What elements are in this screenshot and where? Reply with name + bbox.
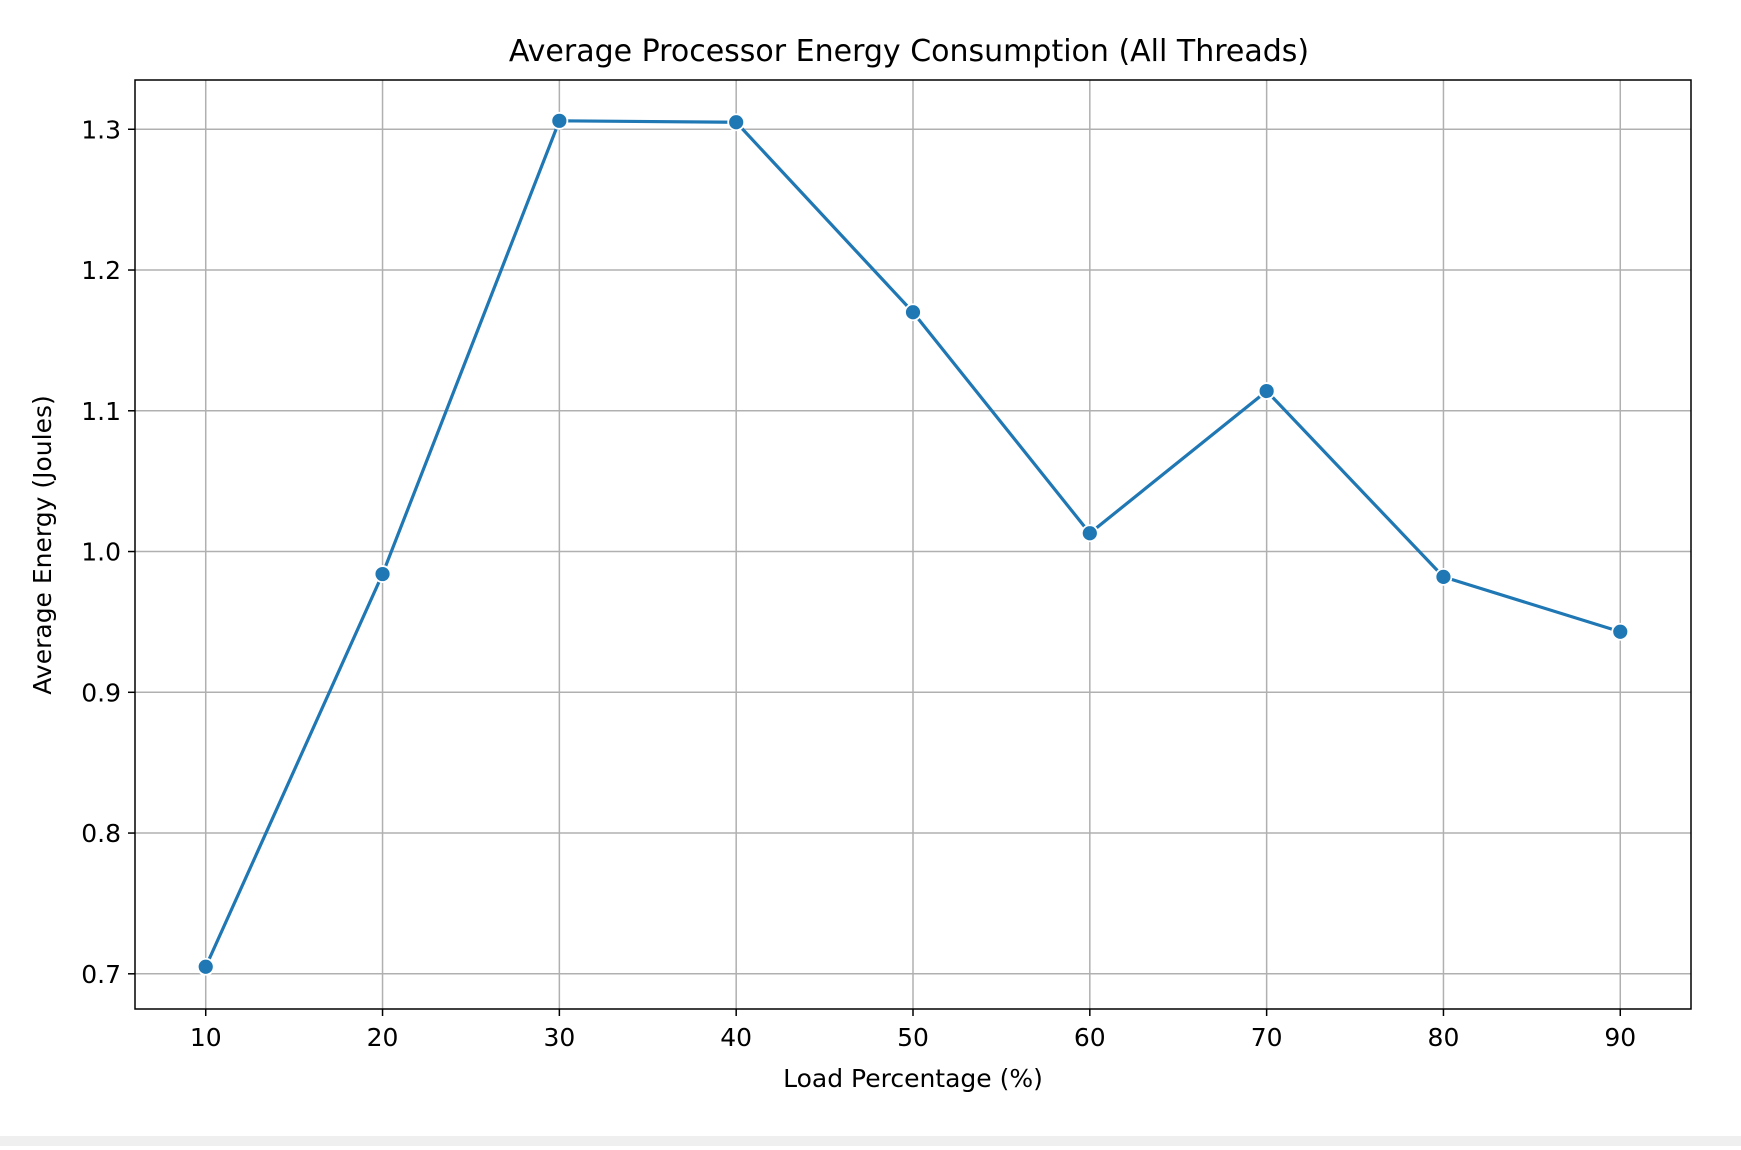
x-axis-ticks: 10 20 30 40 50 60 70 80 90 [190, 1009, 1636, 1052]
x-tick-label: 60 [1074, 1023, 1106, 1052]
data-points [196, 111, 1630, 976]
y-tick-label: 1.0 [81, 538, 121, 567]
data-point [1434, 567, 1453, 586]
data-point [1080, 524, 1099, 543]
x-tick-label: 70 [1251, 1023, 1283, 1052]
grid-lines [135, 80, 1691, 1009]
x-tick-label: 50 [897, 1023, 929, 1052]
y-tick-label: 1.2 [81, 256, 121, 285]
y-tick-label: 0.9 [81, 678, 121, 707]
y-tick-label: 0.7 [81, 960, 121, 989]
x-tick-label: 20 [367, 1023, 399, 1052]
bottom-strip [0, 1136, 1741, 1146]
y-axis-label: Average Energy (Joules) [28, 395, 57, 694]
chart-title: Average Processor Energy Consumption (Al… [509, 34, 1309, 69]
x-axis-label: Load Percentage (%) [783, 1064, 1043, 1093]
x-tick-label: 90 [1604, 1023, 1636, 1052]
data-point [904, 303, 922, 322]
data-point [1611, 622, 1630, 641]
data-point [550, 111, 569, 130]
data-point [373, 565, 392, 583]
data-point [196, 957, 215, 976]
y-axis-ticks: 0.7 0.8 0.9 1.0 1.1 1.2 1.3 [81, 115, 135, 989]
x-tick-label: 30 [543, 1023, 575, 1052]
x-tick-label: 40 [720, 1023, 752, 1052]
y-tick-label: 1.1 [81, 397, 121, 426]
x-tick-label: 80 [1428, 1023, 1460, 1052]
x-tick-label: 10 [190, 1023, 222, 1052]
y-tick-label: 1.3 [81, 115, 121, 144]
y-tick-label: 0.8 [81, 819, 121, 848]
data-point [1257, 382, 1276, 400]
data-point [727, 113, 746, 132]
